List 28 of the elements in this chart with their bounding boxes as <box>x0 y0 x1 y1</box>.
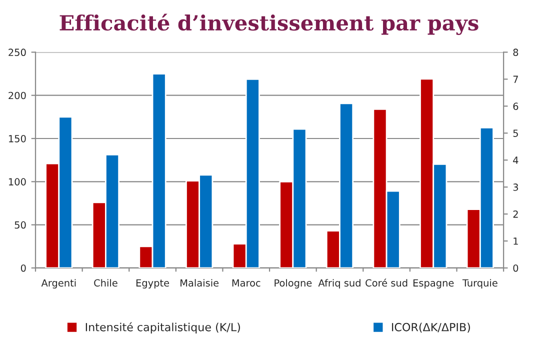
y2-tick-label: 1 <box>514 238 518 245</box>
y-tick-label: 50 <box>14 221 26 229</box>
y-tick-label: 150 <box>8 134 26 142</box>
y-tick-label: 200 <box>8 92 26 100</box>
x-tick-label: Afriq sud <box>318 279 360 288</box>
x-tick-label: Argenti <box>41 279 76 288</box>
y-tick-label: 100 <box>8 178 26 186</box>
x-tick-label: Egypte <box>136 279 170 288</box>
y2-tick-label: 7 <box>513 76 518 83</box>
x-tick-label: Maroc <box>232 279 260 287</box>
y2-tick-label: 4 <box>513 156 518 164</box>
y2-tick-label: 2 <box>513 210 518 218</box>
y2-tick-label: 3 <box>513 184 518 191</box>
x-tick-label: Espagne <box>413 279 454 288</box>
x-tick-label: Pologne <box>274 279 312 288</box>
y-tick-label: 250 <box>8 48 26 56</box>
chart-title: Efficacité d’investissement par pays <box>60 14 478 36</box>
legend-label: ICOR(ΔK/ΔPIB) <box>392 322 470 333</box>
y2-tick-label: 5 <box>513 130 518 137</box>
legend-label: Intensité capitalistique (K/L) <box>86 322 240 334</box>
y2-tick-label: 6 <box>513 102 518 110</box>
x-tick-label: Malaisie <box>180 279 219 287</box>
y2-tick-label: 0 <box>513 264 518 272</box>
x-tick-label: Turquie <box>462 279 498 288</box>
x-tick-label: Coré sud <box>366 278 408 287</box>
y2-tick-label: 8 <box>513 48 518 56</box>
y-tick-label: 0 <box>20 264 26 272</box>
x-tick-label: Chile <box>94 279 118 287</box>
